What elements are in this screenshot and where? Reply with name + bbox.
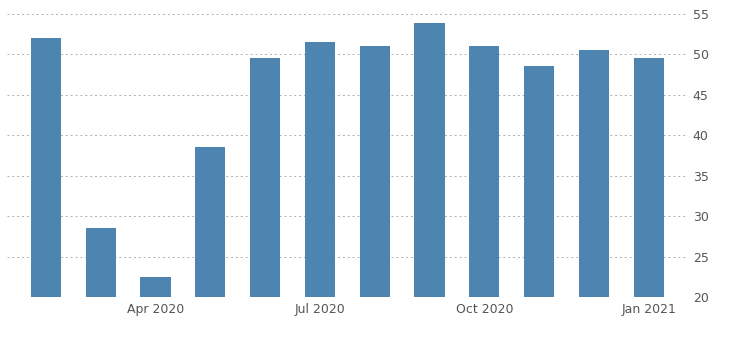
Bar bbox=[250, 58, 280, 338]
Bar bbox=[195, 147, 225, 338]
Bar bbox=[86, 228, 116, 338]
Bar bbox=[31, 38, 61, 338]
Bar bbox=[140, 277, 171, 338]
Bar bbox=[415, 23, 445, 338]
Bar bbox=[469, 46, 500, 338]
Bar bbox=[524, 66, 554, 338]
Bar bbox=[579, 50, 609, 338]
Bar bbox=[360, 46, 390, 338]
Bar bbox=[634, 58, 664, 338]
Bar bbox=[304, 42, 335, 338]
